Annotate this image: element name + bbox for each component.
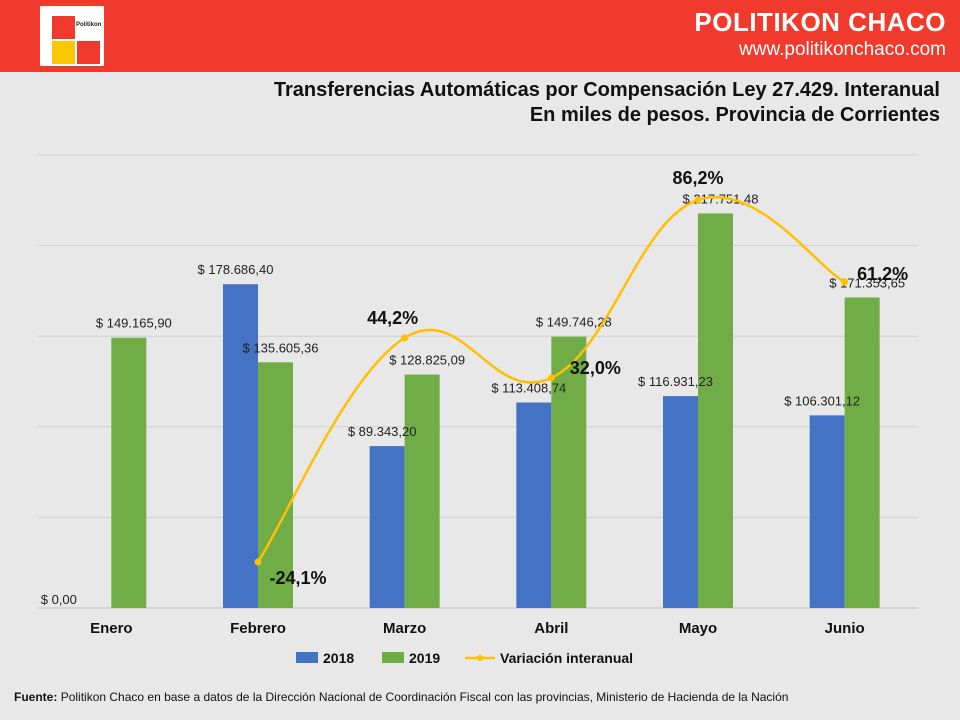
- bar-2018: [809, 415, 845, 608]
- data-label-2019: $ 135.605,36: [243, 340, 319, 355]
- bar-2018: [369, 446, 405, 608]
- bar-2019: [551, 336, 587, 608]
- variation-label: 32,0%: [570, 358, 621, 378]
- data-label-2018: $ 89.343,20: [348, 424, 417, 439]
- data-label-2018: $ 116.931,23: [638, 374, 713, 389]
- variation-label: 44,2%: [367, 308, 418, 328]
- variation-point: [547, 374, 555, 382]
- footer-text: Politikon Chaco en base a datos de la Di…: [60, 690, 789, 704]
- data-label-2019: $ 171.353,65: [829, 276, 905, 291]
- legend-swatch-2018: [296, 652, 318, 663]
- footer-label: Fuente:: [14, 690, 58, 704]
- variation-label: -24,1%: [269, 568, 326, 588]
- data-label-2018: $ 0,00: [41, 592, 77, 607]
- bar-2018: [223, 284, 258, 608]
- data-label-2018: $ 106.301,12: [784, 393, 860, 408]
- x-tick-label: Mayo: [679, 620, 717, 637]
- x-tick-label: Junio: [825, 620, 865, 637]
- data-label-2019: $ 128.825,09: [389, 353, 465, 368]
- brand-logo: Politikon: [40, 6, 104, 66]
- logo-text: Politikon: [76, 22, 102, 28]
- bar-2019: [258, 362, 293, 608]
- bar-2019: [404, 374, 440, 608]
- legend-swatch-2019: [382, 652, 404, 663]
- legend-label-variation: Variación interanual: [500, 650, 633, 666]
- chart-area: Enero $ 0,00 $ 149.165,90 Febrero $ 178.686,…: [38, 154, 918, 666]
- legend-label-2018: 2018: [323, 650, 354, 666]
- bar-2018: [516, 402, 552, 608]
- data-label-2018: $ 178.686,40: [198, 262, 274, 277]
- bar-2018: [663, 396, 698, 608]
- source-footer: Fuente: Politikon Chaco en base a datos …: [14, 690, 788, 704]
- data-label-2019: $ 149.165,90: [96, 316, 172, 331]
- legend-marker-variation: [477, 655, 483, 661]
- bar-2019: [844, 297, 880, 608]
- header-bar: Politikon POLITIKON CHACO www.politikonc…: [0, 0, 960, 72]
- bar-2019: [698, 213, 733, 608]
- data-label-2018: $ 113.408,74: [491, 381, 566, 396]
- x-tick-label: Abril: [534, 620, 568, 637]
- x-tick-label: Marzo: [383, 620, 426, 637]
- brand-name: POLITIKON CHACO: [694, 7, 946, 37]
- legend-label-2019: 2019: [409, 650, 440, 666]
- variation-label: 61,2%: [857, 264, 908, 284]
- variation-point: [401, 334, 409, 342]
- variation-label: 86,2%: [672, 168, 723, 188]
- x-tick-label: Febrero: [230, 620, 286, 637]
- variation-point: [254, 558, 262, 566]
- bar-2019: [111, 337, 147, 608]
- variation-point: [694, 196, 702, 204]
- brand-block: POLITIKON CHACO www.politikonchaco.com: [694, 6, 946, 62]
- variation-point: [841, 278, 849, 286]
- chart-title-line1: Transferencias Automáticas por Compensac…: [273, 79, 940, 101]
- chart-title-line2: En miles de pesos. Provincia de Corrient…: [529, 104, 940, 126]
- x-tick-label: Enero: [90, 620, 133, 637]
- chart-title: Transferencias Automáticas por Compensac…: [274, 78, 940, 128]
- brand-url: www.politikonchaco.com: [739, 39, 946, 60]
- data-label-2019: $ 149.746,28: [536, 315, 612, 330]
